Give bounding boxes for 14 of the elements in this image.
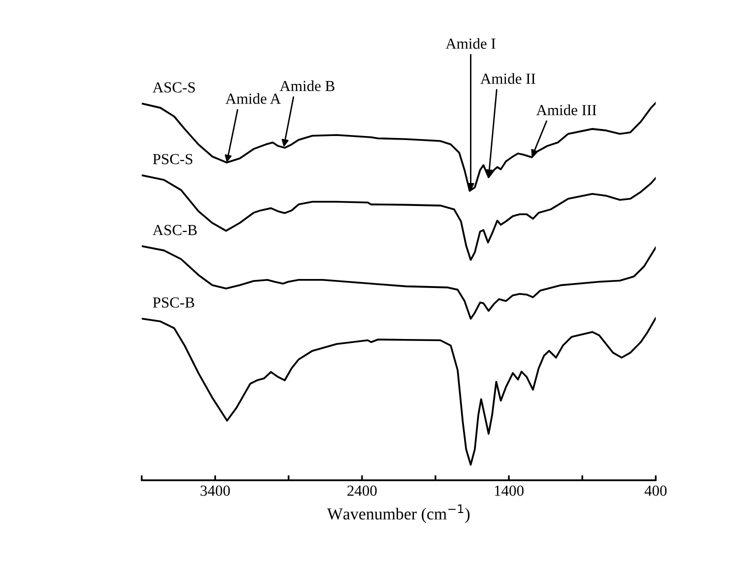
x-axis-title: Wavenumber (cm$^{−1}$) [327,504,470,523]
annotation: Amide A [226,93,281,104]
annotation: Amide II [480,73,536,84]
x-tick-label: 1400 [494,486,524,496]
annotation: Amide III [536,104,596,116]
x-tick-label: 3400 [200,486,230,496]
annotation: Amide B [280,80,334,92]
series-label: ASC-B [152,224,197,236]
series-label: PSC-B [152,297,194,308]
annotation: Amide I [446,38,496,49]
legend-label: PSC-S [152,154,192,164]
series-label: ASC-S [152,82,195,93]
x-tick-label: 2400 [347,486,377,496]
x-tick-label: 400 [644,486,667,496]
